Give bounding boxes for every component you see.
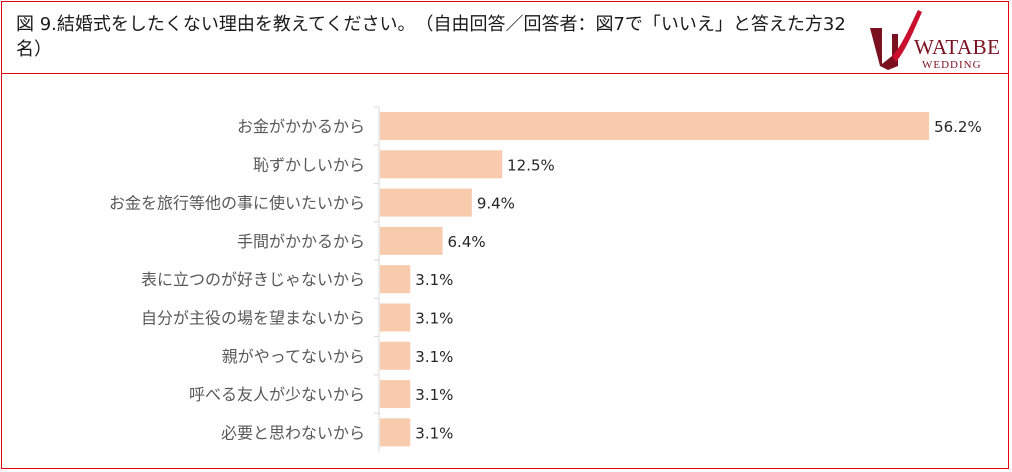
bar <box>380 150 503 179</box>
category-label: お金がかかるから <box>237 117 365 136</box>
figure-header: 図 9.結婚式をしたくない理由を教えてください。 （自由回答／回答者：図7で「い… <box>2 2 1008 74</box>
value-label: 9.4% <box>477 195 515 213</box>
value-label: 3.1% <box>415 348 453 366</box>
bar <box>380 112 930 140</box>
bar-chart: お金がかかるから 56.2% 恥ずかしいから 12.5% お金を旅行等他の事に使いたいか… <box>109 106 982 452</box>
value-label: 3.1% <box>415 310 453 328</box>
value-label: 3.1% <box>415 386 453 404</box>
bar <box>380 226 443 255</box>
category-label: 手間がかかるから <box>237 232 365 251</box>
bar <box>380 188 472 217</box>
value-label: 56.2% <box>934 118 982 136</box>
category-label: 必要と思わないから <box>221 423 365 442</box>
logo-sub-text: WEDDING <box>922 59 982 70</box>
logo-ribbon-icon <box>870 28 898 70</box>
bar <box>380 341 411 370</box>
figure-title: 図 9.結婚式をしたくない理由を教えてください。 （自由回答／回答者：図7で「い… <box>16 14 846 60</box>
logo-swoosh-icon <box>892 10 922 62</box>
category-label: 呼べる友人が少ないから <box>189 385 365 404</box>
bar <box>380 303 411 332</box>
bar <box>380 380 411 409</box>
category-label: 親がやってないから <box>222 347 365 366</box>
value-label: 6.4% <box>448 233 486 251</box>
category-label: お金を旅行等他の事に使いたいから <box>109 194 365 213</box>
watabe-wedding-logo: WATABE WEDDING <box>870 10 1000 70</box>
logo-main-text: WATABE <box>914 35 1000 59</box>
category-label: 表に立つのが好きじゃないから <box>141 270 365 289</box>
bar <box>380 418 411 447</box>
value-label: 12.5% <box>507 156 555 174</box>
value-label: 3.1% <box>415 271 453 289</box>
category-label: 恥ずかしいから <box>253 155 365 174</box>
category-label: 自分が主役の場を望まないから <box>141 309 365 328</box>
bar <box>380 265 411 294</box>
value-label: 3.1% <box>415 424 453 442</box>
